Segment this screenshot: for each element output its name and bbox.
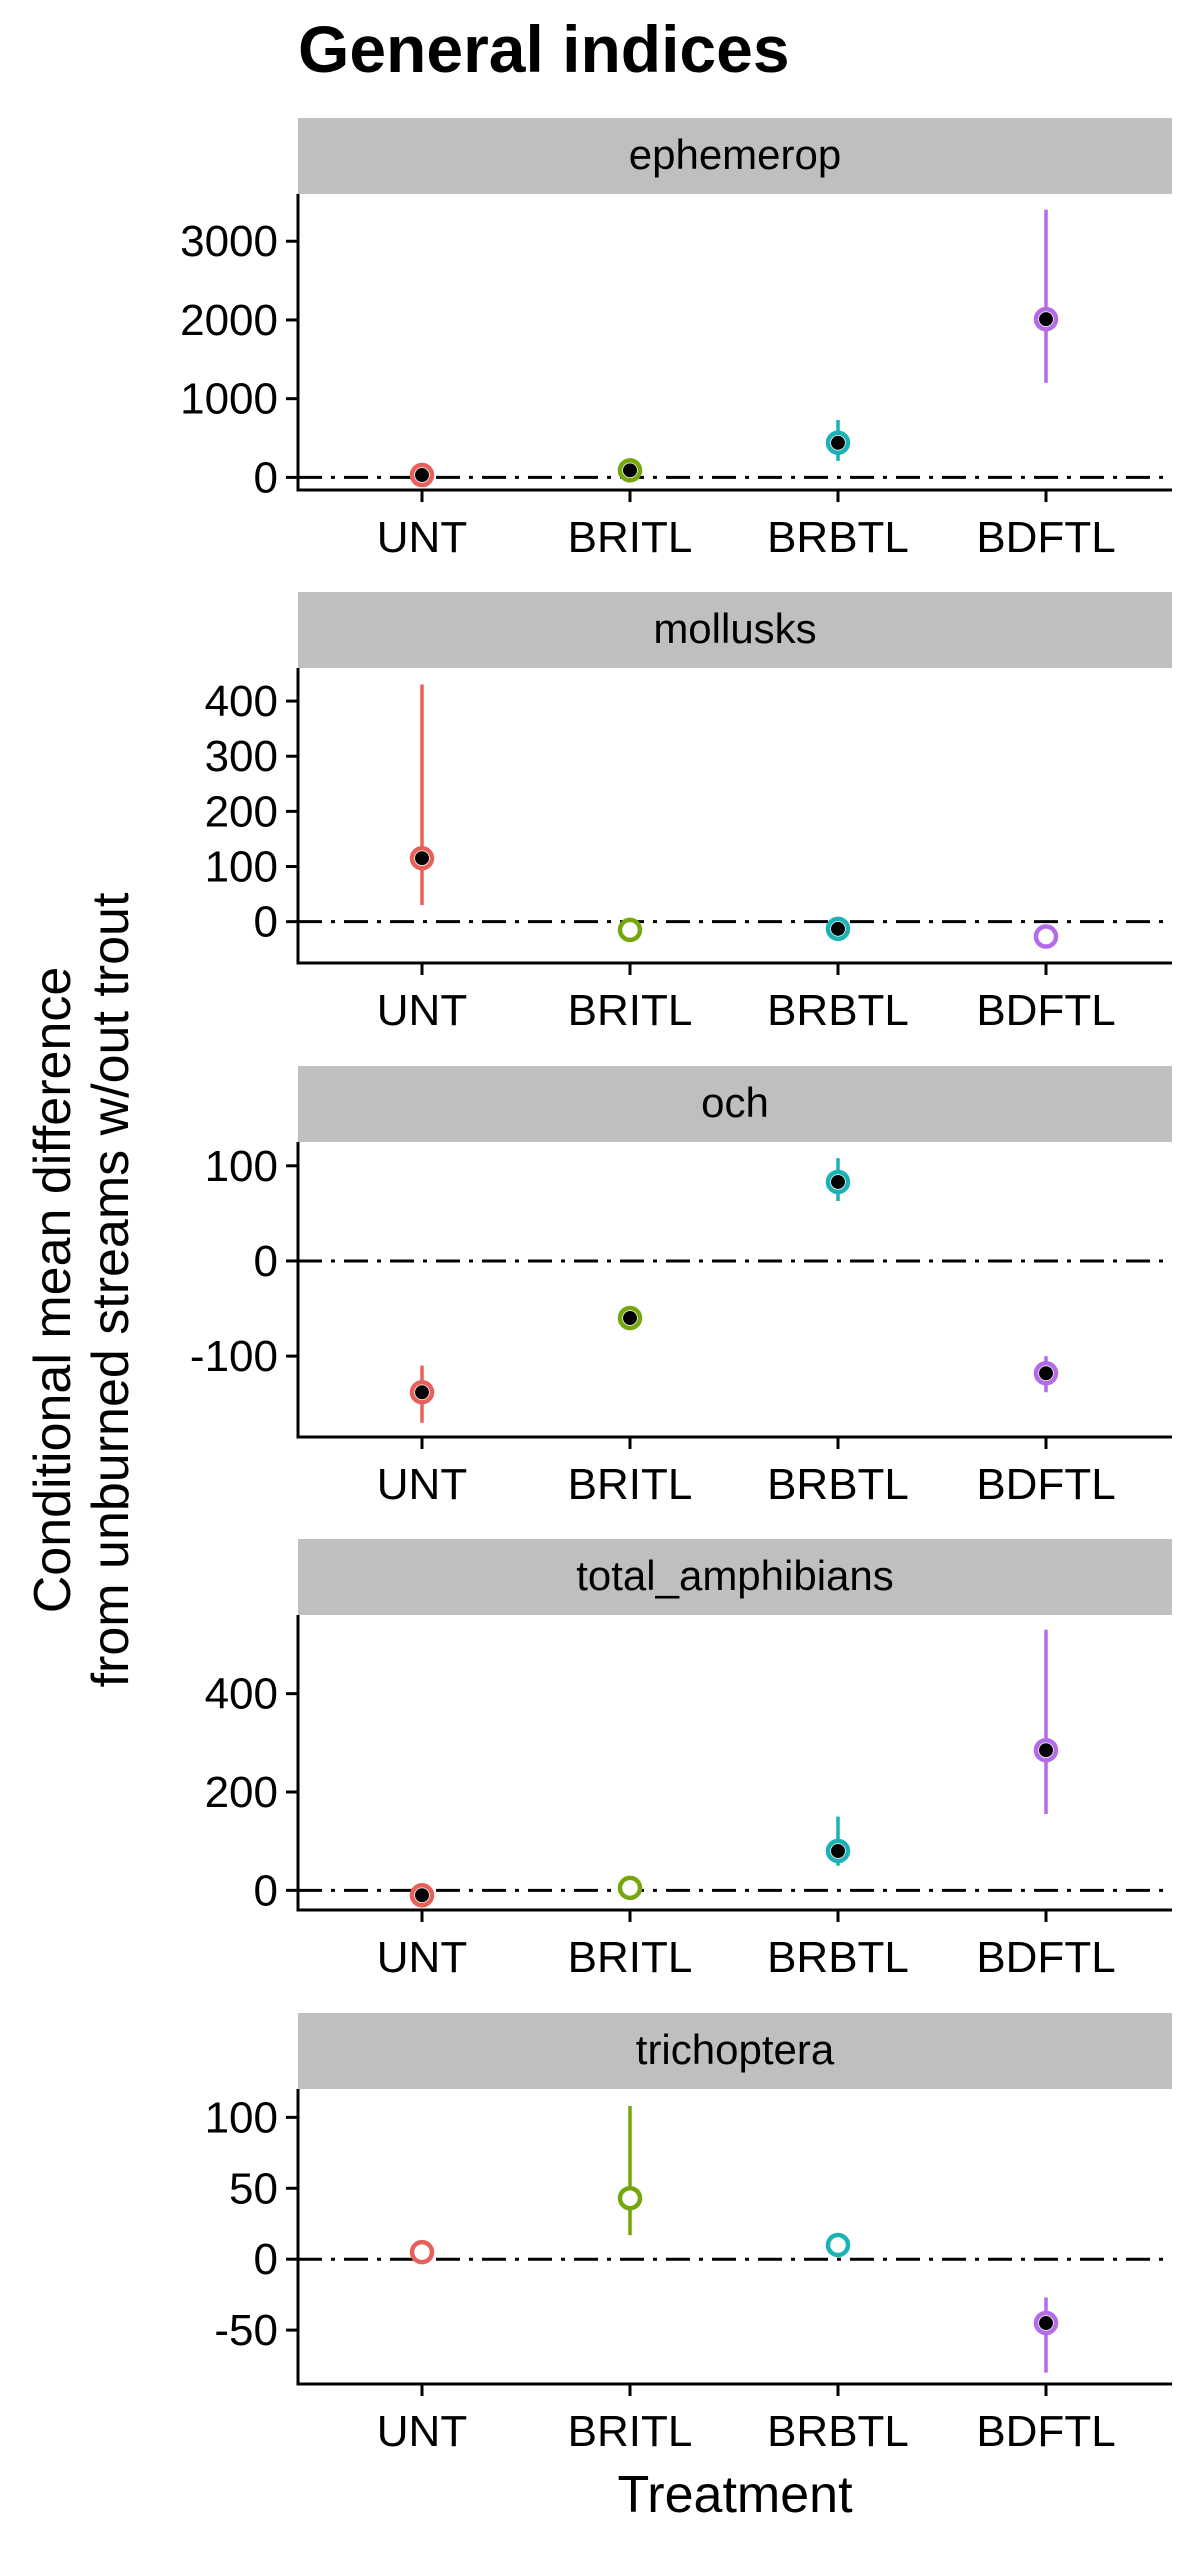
x-tick-label: BRITL bbox=[568, 1933, 693, 1982]
point-center-bdftl bbox=[1039, 1743, 1053, 1758]
panel-ephemerop: ephemerop 0 1000 2000 3000 UNT BRITL BRBTL BDFTL bbox=[180, 118, 1172, 562]
strip-background bbox=[298, 592, 1172, 668]
y-tick-label: -50 bbox=[214, 2306, 278, 2355]
panel-trichoptera: trichoptera -50 0 50 100 UNT BRITL BRBTL BDFTL bbox=[205, 2013, 1172, 2456]
y-tick-label: 2000 bbox=[180, 296, 278, 345]
x-tick-label: BDFTL bbox=[976, 2407, 1115, 2456]
point-center-brbtl bbox=[831, 1174, 845, 1189]
y-tick-label: 0 bbox=[254, 453, 278, 502]
point-center-bdftl bbox=[1039, 1366, 1053, 1381]
strip-label: trichoptera bbox=[636, 2026, 835, 2073]
point-center-unt bbox=[415, 1385, 429, 1400]
x-tick-label: BDFTL bbox=[976, 986, 1115, 1035]
y-tick-label: 200 bbox=[205, 787, 278, 836]
x-axis-title: Treatment bbox=[617, 2466, 853, 2524]
x-tick-label: BRBTL bbox=[767, 1460, 909, 1509]
point-unt bbox=[409, 2239, 435, 2265]
point-britl bbox=[617, 2185, 643, 2211]
y-tick-label: 50 bbox=[229, 2164, 278, 2213]
y-tick-label: 100 bbox=[205, 2093, 278, 2142]
y-tick-label: 0 bbox=[254, 2235, 278, 2284]
panel-och: och -100 0 100 UNT BRITL BRBTL BDFTL bbox=[190, 1066, 1172, 1509]
x-tick-label: BDFTL bbox=[976, 1933, 1115, 1982]
y-tick-label: 100 bbox=[205, 843, 278, 892]
point-center-britl bbox=[623, 1311, 637, 1326]
point-bdftl bbox=[1033, 924, 1059, 949]
y-tick-label: 100 bbox=[205, 1142, 278, 1191]
chart-title: General indices bbox=[298, 12, 790, 86]
x-tick-label: UNT bbox=[377, 1933, 467, 1982]
x-tick-label: BDFTL bbox=[976, 1460, 1115, 1509]
x-tick-label: BRBTL bbox=[767, 2407, 909, 2456]
x-tick-label: BRBTL bbox=[767, 986, 909, 1035]
panel-total-amphibians: total_amphibians 0 200 400 UNT BRITL BRBTL BDFT… bbox=[205, 1539, 1172, 1982]
y-tick-label: 0 bbox=[254, 898, 278, 947]
y-axis-title-line-2: from unburned streams w/out trout bbox=[82, 892, 140, 1687]
x-tick-label: BRITL bbox=[568, 2407, 693, 2456]
strip-background bbox=[298, 118, 1172, 194]
point-britl bbox=[617, 917, 643, 943]
y-tick-label: 300 bbox=[205, 732, 278, 781]
strip-background bbox=[298, 1539, 1172, 1615]
y-tick-label: 3000 bbox=[180, 217, 278, 266]
point-center-britl bbox=[623, 463, 637, 478]
x-tick-label: BRITL bbox=[568, 986, 693, 1035]
y-tick-label: 0 bbox=[254, 1237, 278, 1286]
point-center-brbtl bbox=[831, 921, 845, 936]
y-tick-label: 400 bbox=[205, 677, 278, 726]
point-center-brbtl bbox=[831, 1844, 845, 1858]
x-tick-label: UNT bbox=[377, 986, 467, 1035]
point-center-unt bbox=[415, 851, 429, 866]
x-tick-label: BRITL bbox=[568, 1460, 693, 1509]
y-tick-label: 0 bbox=[254, 1866, 278, 1915]
point-center-unt bbox=[415, 468, 429, 483]
y-tick-label: 400 bbox=[205, 1670, 278, 1719]
y-tick-label: 200 bbox=[205, 1768, 278, 1817]
x-tick-label: UNT bbox=[377, 1460, 467, 1509]
panel-mollusks: mollusks 0 100 200 300 400 UNT BRITL BRBTL BDFTL bbox=[205, 592, 1172, 1035]
y-axis-title: Conditional mean difference from unburne… bbox=[24, 892, 140, 1687]
y-tick-label: 1000 bbox=[180, 375, 278, 424]
y-tick-label: -100 bbox=[190, 1332, 278, 1381]
point-center-brbtl bbox=[831, 435, 845, 450]
x-tick-label: UNT bbox=[377, 513, 467, 562]
point-brbtl bbox=[825, 2232, 851, 2258]
x-tick-label: BRBTL bbox=[767, 1933, 909, 1982]
x-tick-label: BRBTL bbox=[767, 513, 909, 562]
strip-label: total_amphibians bbox=[576, 1552, 894, 1599]
x-tick-label: UNT bbox=[377, 2407, 467, 2456]
x-tick-label: BRITL bbox=[568, 513, 693, 562]
point-center-unt bbox=[415, 1888, 429, 1903]
strip-label: och bbox=[701, 1079, 769, 1126]
point-center-bdftl bbox=[1039, 312, 1053, 327]
strip-label: mollusks bbox=[653, 605, 816, 652]
strip-background bbox=[298, 2013, 1172, 2089]
point-center-bdftl bbox=[1039, 2316, 1053, 2331]
point-britl bbox=[617, 1875, 643, 1901]
x-tick-label: BDFTL bbox=[976, 513, 1115, 562]
y-axis-title-line-1: Conditional mean difference bbox=[24, 967, 82, 1614]
strip-background bbox=[298, 1066, 1172, 1142]
strip-label: ephemerop bbox=[629, 131, 841, 178]
